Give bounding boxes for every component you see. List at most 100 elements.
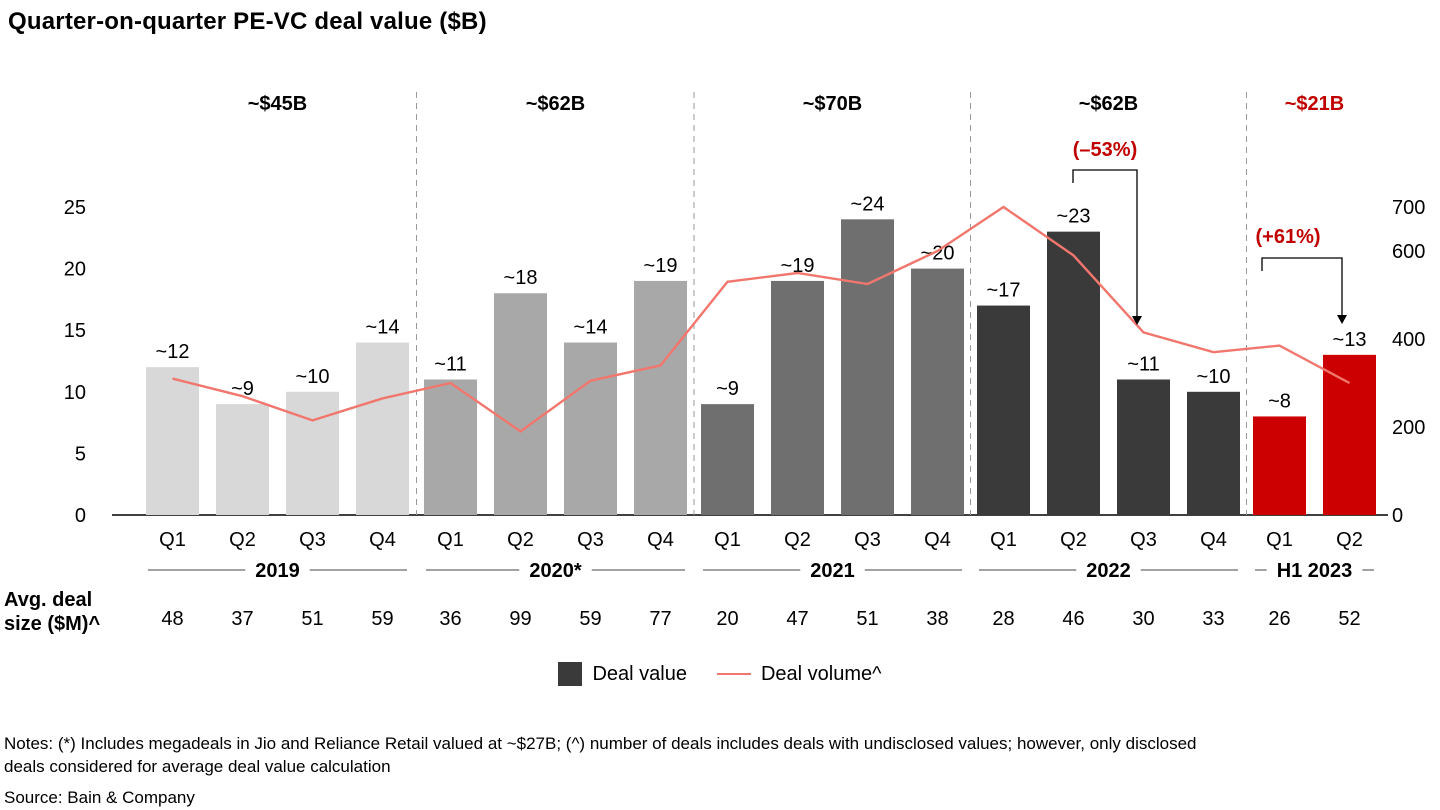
decline-annotation-bracket: [1072, 169, 1138, 316]
year-label: 2020*: [529, 560, 581, 582]
deal-value-bar: [841, 219, 894, 515]
deal-volume-line: [172, 205, 1351, 433]
bar-value-label: ~10: [296, 366, 330, 388]
group-total-label: ~$45B: [248, 93, 308, 115]
bar-value-label: ~20: [921, 243, 955, 265]
avg-deal-size-value: 99: [509, 608, 531, 630]
quarter-label: Q1: [714, 529, 741, 551]
avg-deal-size-value: 51: [301, 608, 323, 630]
left-axis-tick: 10: [64, 382, 86, 404]
notes: Notes: (*) Includes megadeals in Jio and…: [4, 734, 1197, 776]
source: Source: Bain & Company: [4, 788, 195, 807]
quarter-label: Q3: [1130, 529, 1157, 551]
growth-annotation-bracket: [1261, 257, 1343, 315]
quarter-label: Q1: [437, 529, 464, 551]
bar-value-label: ~14: [366, 317, 400, 339]
deal-value-bar: [216, 404, 269, 515]
deal-value-bar: [1253, 416, 1306, 515]
avg-deal-size-value: 47: [786, 608, 808, 630]
avg-deal-size-value: 28: [992, 608, 1014, 630]
bar-value-label: ~14: [574, 317, 608, 339]
year-label: 2019: [255, 560, 300, 582]
quarter-label: Q2: [1060, 529, 1087, 551]
quarter-label: Q1: [159, 529, 186, 551]
deal-value-bar: [286, 391, 339, 515]
bar-value-label: ~9: [716, 378, 739, 400]
quarter-label: Q1: [990, 529, 1017, 551]
year-label: H1 2023: [1277, 560, 1353, 582]
year-label: 2022: [1086, 560, 1131, 582]
year-label: 2021: [810, 560, 855, 582]
avg-deal-size-value: 77: [649, 608, 671, 630]
avg-deal-size-value: 52: [1338, 608, 1360, 630]
quarter-label: Q4: [924, 529, 951, 551]
left-axis-tick: 5: [75, 443, 86, 465]
avg-deal-size-value: 33: [1202, 608, 1224, 630]
quarter-label: Q2: [229, 529, 256, 551]
bar-value-label: ~23: [1057, 206, 1091, 228]
group-total-label: ~$70B: [803, 93, 863, 115]
quarter-label: Q2: [784, 529, 811, 551]
avg-deal-size-value: 59: [579, 608, 601, 630]
bar-value-label: ~10: [1197, 366, 1231, 388]
avg-deal-size-value: 48: [161, 608, 183, 630]
chart-title: Quarter-on-quarter PE-VC deal value ($B): [8, 8, 487, 35]
bar-value-label: ~19: [781, 255, 815, 277]
deal-value-bar: [494, 293, 547, 515]
deal-value-bar: [424, 379, 477, 515]
group-total-label: ~$21B: [1285, 93, 1345, 115]
bar-value-label: ~13: [1333, 329, 1367, 351]
quarter-label: Q3: [299, 529, 326, 551]
avg-deal-size-value: 38: [926, 608, 948, 630]
avg-deal-size-value: 51: [856, 608, 878, 630]
deal-value-bar: [911, 268, 964, 515]
right-axis-tick: 200: [1392, 417, 1425, 439]
deal-volume-legend-label: Deal volume^: [760, 662, 882, 685]
bar-value-label: ~18: [504, 267, 538, 289]
deal-value-legend-label: Deal value: [592, 662, 687, 685]
avg-deal-size-value: 59: [371, 608, 393, 630]
avg-deal-size-value: 26: [1268, 608, 1290, 630]
group-total-label: ~$62B: [1079, 93, 1139, 115]
quarter-label: Q4: [369, 529, 396, 551]
avg-deal-size-value: 20: [716, 608, 738, 630]
deal-value-bar: [146, 367, 199, 515]
deal-value-bar: [1117, 379, 1170, 515]
avg-deal-size-value: 46: [1062, 608, 1084, 630]
deal-value-bar: [564, 342, 617, 515]
deal-value-legend-swatch: [558, 662, 583, 686]
quarter-label: Q2: [507, 529, 534, 551]
avg-deal-size-row-label: Avg. deal size ($M)^: [4, 589, 101, 636]
right-axis-tick: 700: [1392, 197, 1425, 219]
deal-value-bar: [771, 280, 824, 515]
chart-canvas: 0 5 10 15 20 25 0 200 400 600 700 ~$45B ~12 Q1 48 ~9 Q2 3…: [64, 92, 1425, 630]
bar-value-label: ~12: [156, 341, 190, 363]
growth-annotation-arrowhead: [1337, 315, 1347, 324]
right-axis-tick: 600: [1392, 241, 1425, 263]
avg-deal-size-value: 30: [1132, 608, 1154, 630]
decline-annotation-label: (–53%): [1073, 139, 1137, 161]
left-axis-tick: 25: [64, 197, 86, 219]
bar-value-label: ~8: [1268, 390, 1291, 412]
quarter-label: Q2: [1336, 529, 1363, 551]
deal-value-bar: [1323, 354, 1376, 515]
deal-volume-legend-line-icon: [716, 673, 751, 675]
quarter-label: Q4: [1200, 529, 1227, 551]
quarter-label: Q4: [647, 529, 674, 551]
quarter-label: Q3: [577, 529, 604, 551]
quarter-label: Q3: [854, 529, 881, 551]
avg-deal-size-value: 36: [439, 608, 461, 630]
left-axis-tick: 15: [64, 320, 86, 342]
deal-value-bar: [356, 342, 409, 515]
quarter-label: Q1: [1266, 529, 1293, 551]
bar-value-label: ~11: [1127, 353, 1159, 375]
growth-annotation-label: (+61%): [1255, 226, 1320, 248]
right-axis-tick: 0: [1392, 505, 1403, 527]
group-total-label: ~$62B: [526, 93, 586, 115]
bar-value-label: ~17: [987, 280, 1021, 302]
decline-annotation-arrowhead: [1132, 316, 1142, 325]
bar-value-label: ~19: [644, 255, 678, 277]
deal-value-bar: [977, 305, 1030, 515]
bar-value-label: ~24: [851, 193, 885, 215]
